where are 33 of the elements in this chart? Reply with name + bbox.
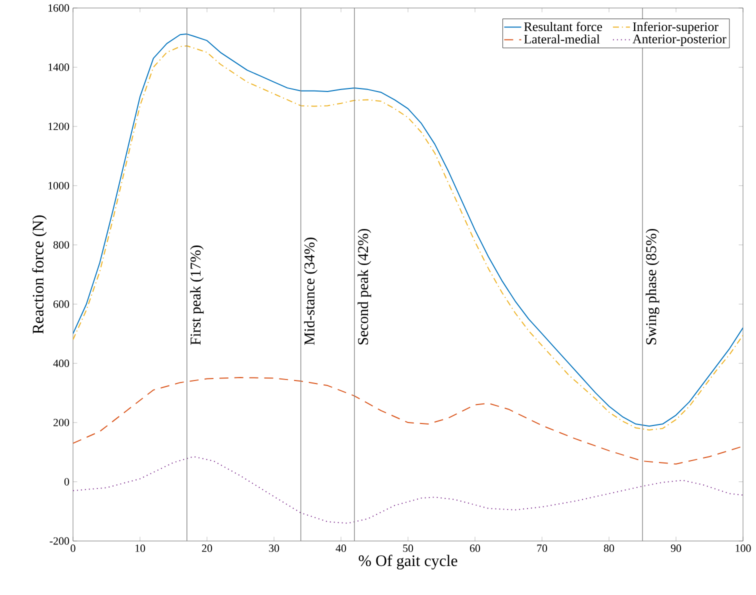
x-tick-label: 10 [135,544,146,552]
x-tick-label: 60 [470,544,480,552]
y-tick-label: 0 [64,478,70,486]
x-tick-label: 70 [537,544,548,552]
y-tick-label: 1400 [48,64,70,71]
ref-line-label: First peak (17%) [190,246,204,345]
y-tick-label: 400 [53,360,70,368]
x-tick-label: 100 [736,544,751,552]
y-axis-title: Reaction force (N) [32,215,47,334]
y-tick-label: -200 [50,537,70,545]
x-tick-label: 50 [403,544,414,552]
x-axis-title: % Of gait cycle [358,554,458,570]
line-series [73,377,744,465]
y-tick-label: 1200 [48,122,70,130]
legend-label: Anterior-posterior [632,34,726,46]
legend-label: Resultant force [524,22,602,32]
x-tick-label: 90 [670,544,682,552]
legend-label: Lateral-medial [524,34,600,44]
x-tick-label: 40 [336,544,346,552]
x-tick-label: 80 [604,544,614,552]
x-tick-label: 20 [202,544,212,552]
x-tick-label: 30 [269,544,280,552]
legend-label: Inferior-superior [632,22,718,34]
y-tick-label: 200 [54,418,70,426]
line-series [73,456,744,524]
ref-line-label: Mid-stance (34%) [304,238,318,345]
ref-line-label: Second peak (42%) [358,228,372,344]
y-tick-label: 1600 [48,4,70,12]
y-tick-label: 600 [54,300,70,308]
y-tick-label: 800 [53,241,70,249]
ref-line-label: Swing phase (85%) [646,228,660,344]
x-tick-label: 0 [70,544,76,552]
y-tick-label: 1000 [48,182,70,190]
